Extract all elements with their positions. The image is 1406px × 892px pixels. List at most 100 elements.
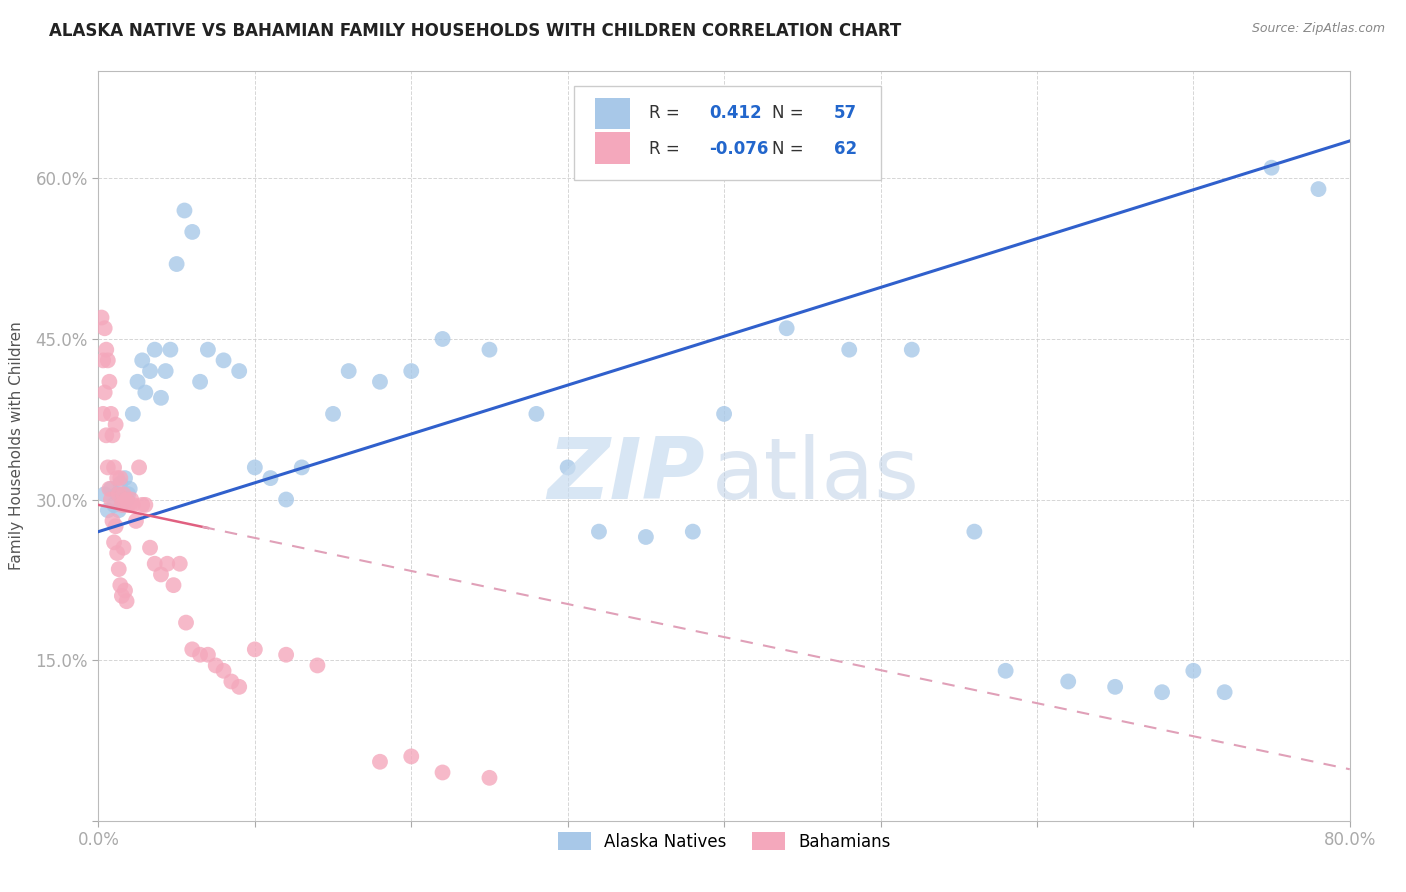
Point (188, 648, 211, 662)
Bar (595, 132, 630, 163)
Point (100, 407, 122, 421)
Point (634, 530, 657, 544)
Point (115, 492, 138, 507)
Text: N =: N = (772, 139, 803, 158)
Point (401, 364, 423, 378)
Text: 57: 57 (834, 103, 858, 121)
Point (131, 353, 153, 368)
Point (212, 353, 235, 368)
Point (432, 332, 454, 346)
Point (96, 428, 118, 442)
Point (368, 375, 391, 389)
Point (139, 364, 162, 378)
Point (103, 535, 125, 549)
Legend: Alaska Natives, Bahamians: Alaska Natives, Bahamians (551, 826, 897, 857)
Point (90, 310, 112, 325)
Point (1213, 685, 1236, 699)
Y-axis label: Family Households with Children: Family Households with Children (10, 322, 24, 570)
Point (150, 567, 173, 582)
Point (110, 476, 132, 491)
Point (134, 498, 156, 512)
Point (228, 364, 250, 378)
Point (105, 471, 128, 485)
Point (120, 492, 142, 507)
Point (274, 648, 298, 662)
Point (221, 674, 243, 689)
Text: R =: R = (650, 103, 679, 121)
Point (104, 519, 127, 533)
Text: ALASKA NATIVE VS BAHAMIAN FAMILY HOUSEHOLDS WITH CHILDREN CORRELATION CHART: ALASKA NATIVE VS BAHAMIAN FAMILY HOUSEHO… (49, 22, 901, 40)
Text: 62: 62 (834, 139, 858, 158)
Point (169, 557, 191, 571)
Point (93, 385, 115, 400)
Point (197, 648, 219, 662)
Point (173, 203, 195, 218)
Point (150, 391, 173, 405)
Point (118, 498, 141, 512)
Point (963, 524, 986, 539)
Point (174, 615, 197, 630)
Point (111, 492, 134, 507)
Point (100, 482, 122, 496)
Point (97, 460, 120, 475)
Point (274, 492, 298, 507)
Point (155, 364, 177, 378)
Point (111, 498, 134, 512)
Point (96, 343, 118, 357)
Point (307, 658, 329, 673)
Point (91, 353, 114, 368)
Point (1057, 674, 1080, 689)
Point (162, 578, 184, 592)
Point (900, 343, 922, 357)
Point (478, 771, 501, 785)
Point (557, 460, 579, 475)
Point (181, 225, 204, 239)
Point (1308, 182, 1330, 196)
Point (91, 407, 114, 421)
Text: atlas: atlas (711, 434, 920, 517)
Point (97, 503, 120, 517)
Point (101, 514, 124, 528)
Point (131, 498, 153, 512)
Point (188, 375, 211, 389)
Point (114, 498, 136, 512)
Point (181, 642, 204, 657)
Point (112, 487, 135, 501)
Point (114, 471, 136, 485)
Point (107, 562, 129, 576)
Point (107, 487, 129, 501)
Point (243, 460, 266, 475)
Point (1104, 680, 1126, 694)
Point (197, 343, 219, 357)
Point (228, 680, 250, 694)
Point (110, 578, 132, 592)
Point (128, 460, 150, 475)
Point (139, 541, 162, 555)
Point (526, 407, 548, 421)
Point (98, 482, 121, 496)
Point (101, 428, 124, 442)
Point (97, 353, 120, 368)
Point (1260, 161, 1282, 175)
Point (93, 487, 115, 501)
Point (212, 664, 235, 678)
Point (143, 343, 166, 357)
Text: R =: R = (650, 139, 679, 158)
Point (105, 487, 128, 501)
Point (1152, 685, 1174, 699)
Point (204, 658, 226, 673)
Point (588, 524, 610, 539)
Point (776, 321, 799, 335)
Point (432, 765, 454, 780)
Point (259, 471, 281, 485)
Point (103, 498, 125, 512)
Point (322, 407, 344, 421)
Point (110, 471, 132, 485)
Text: Source: ZipAtlas.com: Source: ZipAtlas.com (1251, 22, 1385, 36)
Point (159, 343, 181, 357)
Text: 0.412: 0.412 (709, 103, 762, 121)
Point (121, 498, 143, 512)
FancyBboxPatch shape (574, 87, 880, 180)
Text: ZIP: ZIP (548, 434, 706, 517)
Point (1182, 664, 1205, 678)
